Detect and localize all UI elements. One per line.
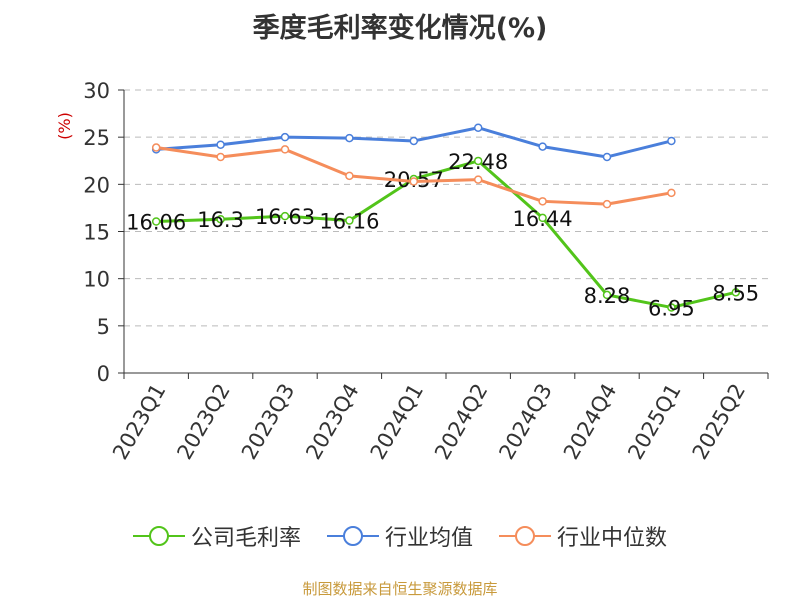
y-tick-label: 15 [83,221,110,245]
data-point [473,156,483,166]
data-point [345,171,354,181]
data-label: 8.28 [584,284,631,308]
data-label: 8.55 [712,281,759,305]
data-point [667,136,676,146]
legend-marker-icon [326,526,379,546]
legend-marker-icon [499,526,551,546]
data-point [538,213,547,223]
legend-label: 公司毛利率 [190,526,301,551]
data-point [151,143,161,152]
x-tick-label: 2023Q4 [301,380,363,464]
legend: 公司毛利率 行业均值 行业中位数 [0,520,800,552]
data-point [667,303,676,312]
data-point [538,142,547,151]
data-point [473,175,483,184]
source-note: 制图数据来自恒生聚源数据库 [302,580,498,598]
x-tick-label: 2023Q3 [237,380,299,464]
data-label: 16.3 [197,208,244,232]
x-tick-label: 2024Q3 [494,380,556,464]
data-label: 16.16 [319,210,379,234]
data-point [280,145,290,154]
data-point [216,152,225,162]
y-axis-label: (%) [55,112,74,140]
data-point [538,197,547,206]
data-label: 6.95 [648,296,695,320]
data-point [151,217,161,226]
legend-item[interactable]: 公司毛利率 [132,520,301,552]
chart-title: 季度毛利率变化情况(%) [252,13,548,44]
legend-label: 行业均值 [384,526,473,551]
data-label: 16.44 [513,207,573,231]
x-tick-label: 2024Q2 [430,380,492,464]
y-tick-label: 5 [97,315,110,339]
legend-item[interactable]: 行业中位数 [499,520,667,552]
data-label: 16.63 [255,205,315,229]
data-label: 16.06 [126,211,186,235]
x-tick-label: 2025Q1 [623,380,685,464]
data-point [280,132,290,142]
legend-item[interactable]: 行业均值 [326,520,473,552]
data-point [409,177,419,186]
data-point [216,214,225,224]
data-point [602,199,612,209]
legend-marker-icon [132,526,185,546]
y-tick-label: 20 [83,173,110,197]
data-point [602,290,612,300]
data-point [280,211,290,221]
data-point [345,133,354,143]
data-point [473,123,483,132]
x-tick-label: 2025Q2 [688,380,750,464]
x-tick-label: 2023Q2 [172,380,234,464]
data-label: 22.48 [448,150,508,174]
y-tick-label: 30 [83,79,110,103]
y-tick-label: 10 [83,268,110,292]
data-point [667,188,676,198]
x-tick-label: 2023Q1 [108,380,170,464]
data-point [731,288,741,297]
x-tick-label: 2024Q4 [559,380,621,464]
y-tick-label: 0 [97,362,110,386]
series-line-0 [156,159,737,309]
data-point [602,152,612,162]
data-point [409,136,419,146]
y-tick-label: 25 [83,126,110,150]
legend-label: 行业中位数 [557,526,668,551]
data-point [345,216,354,225]
x-tick-label: 2024Q1 [366,380,428,464]
data-point [216,140,225,149]
